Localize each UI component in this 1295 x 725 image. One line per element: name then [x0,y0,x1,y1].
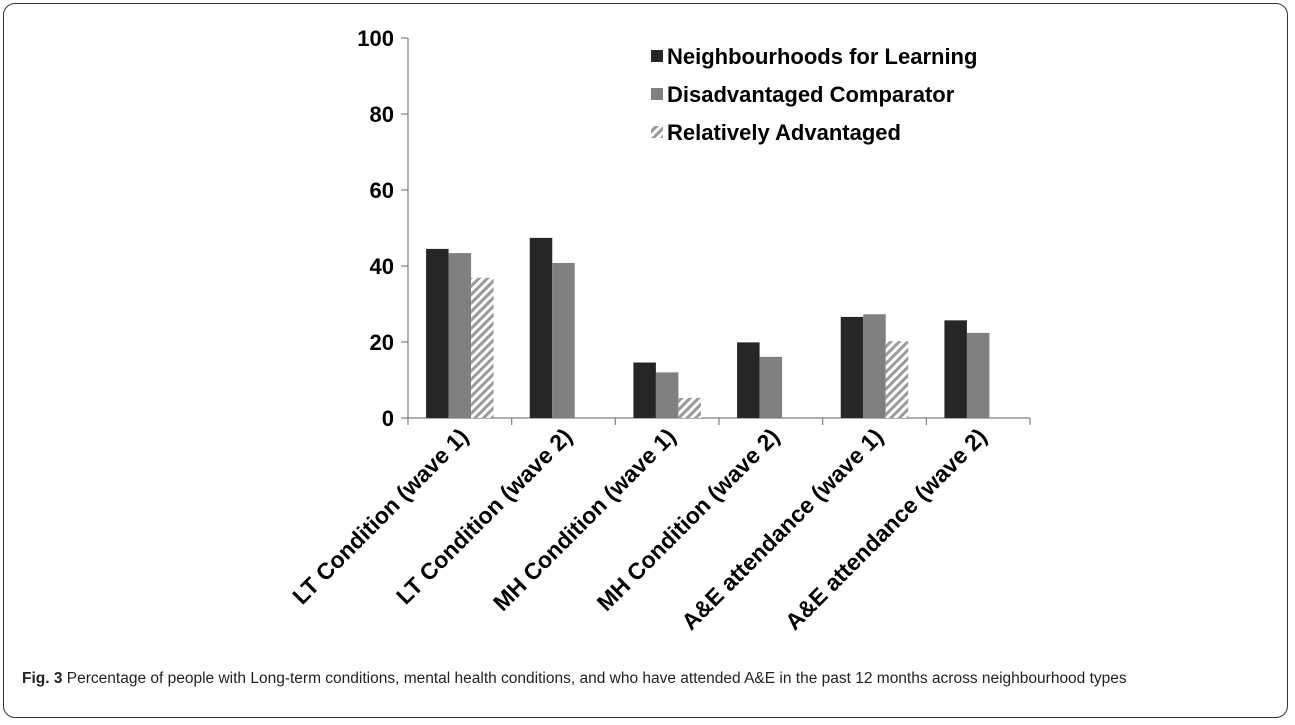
bar-relatively-advantaged [678,397,701,418]
figure-caption: Fig. 3 Percentage of people with Long-te… [22,668,1272,689]
bar-disadvantaged-comparator [863,314,886,418]
bar-neighbourhoods-for-learning [633,362,656,418]
bar-relatively-advantaged [885,341,909,418]
bar-neighbourhoods-for-learning [737,342,760,418]
figure-caption-text: Percentage of people with Long-term cond… [66,670,1127,687]
y-tick-label: 20 [370,330,394,355]
bar-disadvantaged-comparator [759,356,783,418]
chart-legend: Neighbourhoods for Learning Disadvantaged… [651,44,977,145]
bar-neighbourhoods-for-learning [426,248,449,418]
x-tick-label: A&E attendance (wave 1) [676,423,888,635]
x-tick-label: MH Condition (wave 1) [488,423,681,616]
legend-label: Relatively Advantaged [667,120,901,145]
legend-swatch [651,88,663,100]
y-tick-label: 0 [382,406,394,431]
legend-label: Neighbourhoods for Learning [667,44,977,69]
bar-disadvantaged-comparator [966,332,990,418]
chart-axes [401,37,1031,425]
x-tick-label: LT Condition (wave 2) [391,423,577,609]
legend-label: Disadvantaged Comparator [667,82,955,107]
x-tick-label: LT Condition (wave 1) [287,423,473,609]
figure-frame [3,3,1288,718]
bar-disadvantaged-comparator [655,372,679,418]
bar-neighbourhoods-for-learning [529,237,553,418]
chart-bars [426,237,990,418]
bar-relatively-advantaged [471,277,494,418]
figure-caption-label: Fig. 3 [22,670,63,687]
bar-neighbourhoods-for-learning [944,320,967,418]
bar-disadvantaged-comparator [552,262,575,418]
bar-neighbourhoods-for-learning [840,316,864,418]
bar-disadvantaged-comparator [448,253,472,418]
y-tick-label: 60 [370,178,394,203]
y-tick-label: 100 [357,26,394,51]
y-tick-label: 40 [370,254,394,279]
y-tick-label: 80 [370,102,394,127]
legend-swatch [651,50,663,62]
x-tick-label: MH Condition (wave 2) [592,423,785,616]
bar-chart: 0 20 40 60 80 100 LT Condition (wave 1)LT Cond… [287,26,1031,635]
legend-swatch [651,126,663,138]
chart-labels: 0 20 40 60 80 100 LT Condition (wave 1)LT Cond… [287,26,991,635]
x-tick-label: A&E attendance (wave 2) [780,423,992,635]
